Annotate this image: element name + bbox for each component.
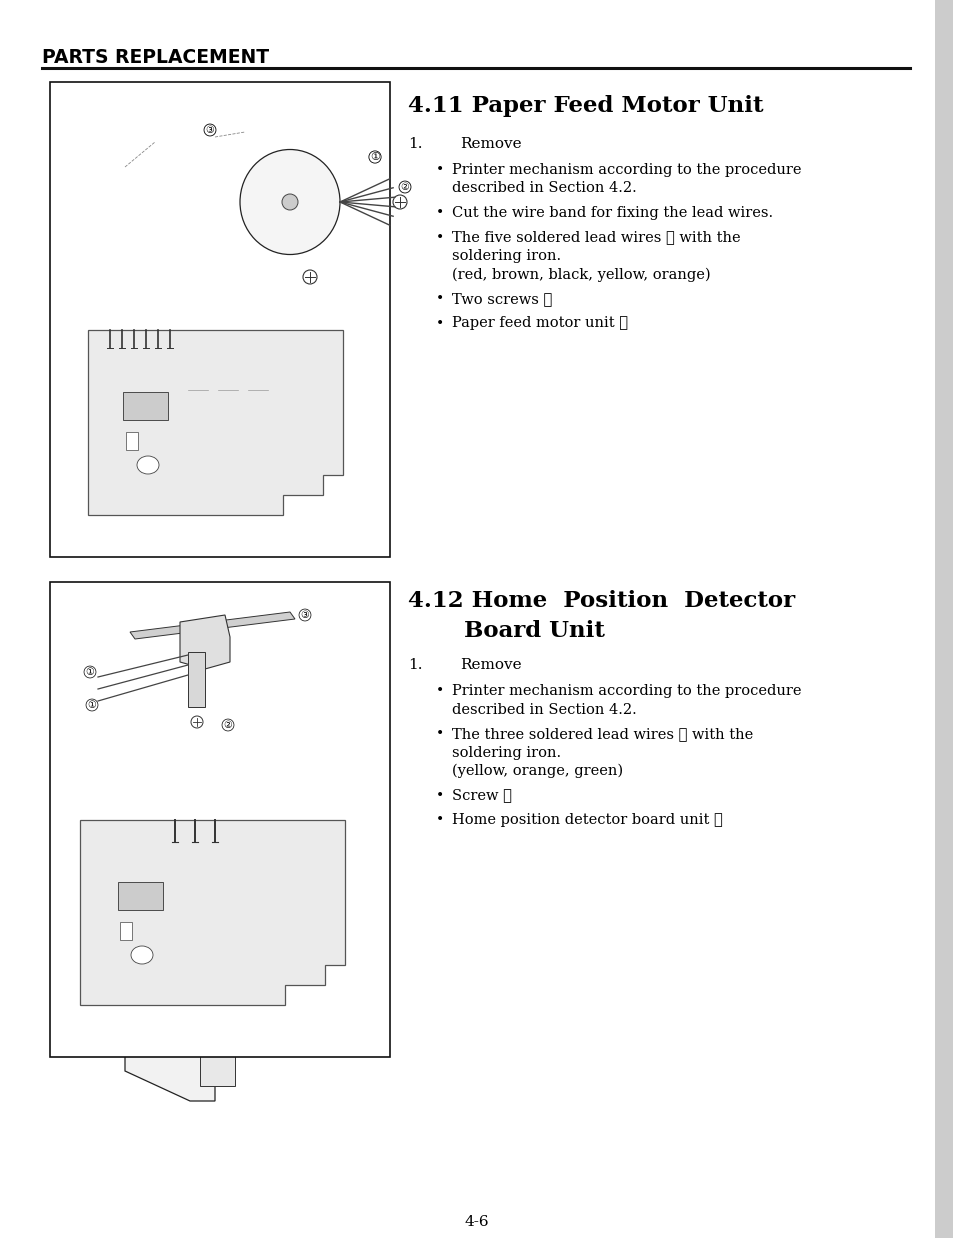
Circle shape [282,194,297,210]
Circle shape [191,716,203,728]
Text: 1.: 1. [408,659,422,672]
Text: (red, brown, black, yellow, orange): (red, brown, black, yellow, orange) [452,267,710,282]
Polygon shape [180,615,230,669]
Text: •: • [436,292,444,306]
Polygon shape [200,1036,234,1086]
Text: soldering iron.: soldering iron. [452,745,560,759]
Text: ②: ② [223,721,233,730]
Text: ①: ① [88,699,96,711]
Text: Cut the wire band for fixing the lead wires.: Cut the wire band for fixing the lead wi… [452,206,772,220]
Text: •: • [436,317,444,331]
Bar [123,392,168,420]
Text: ③: ③ [300,610,309,620]
Text: ①: ① [86,667,94,677]
Text: •: • [436,163,444,177]
Text: Printer mechanism according to the procedure: Printer mechanism according to the proce… [452,163,801,177]
Text: PARTS REPLACEMENT: PARTS REPLACEMENT [42,48,269,67]
Text: described in Section 4.2.: described in Section 4.2. [452,702,636,717]
Text: ③: ③ [206,125,214,135]
Bar [120,922,132,940]
Text: 4-6: 4-6 [464,1214,489,1229]
Text: ①: ① [370,152,379,162]
Text: •: • [436,685,444,698]
Text: •: • [436,230,444,244]
Text: Board Unit: Board Unit [408,620,604,643]
Ellipse shape [137,456,159,474]
Polygon shape [88,331,343,515]
Polygon shape [80,820,345,1005]
Text: Printer mechanism according to the procedure: Printer mechanism according to the proce… [452,685,801,698]
Bar [118,881,163,910]
Polygon shape [125,985,214,1101]
Polygon shape [130,612,294,639]
Bar [126,432,138,449]
Bar [50,82,390,557]
Text: ②: ② [400,182,409,192]
Text: The three soldered lead wires ① with the: The three soldered lead wires ① with the [452,727,753,742]
Text: Remove: Remove [459,137,521,151]
Text: Remove: Remove [459,659,521,672]
Text: •: • [436,813,444,827]
Text: 4.11 Paper Feed Motor Unit: 4.11 Paper Feed Motor Unit [408,95,762,118]
Text: Home position detector board unit ③: Home position detector board unit ③ [452,813,722,827]
Text: The five soldered lead wires ① with the: The five soldered lead wires ① with the [452,230,740,244]
Text: 1.: 1. [408,137,422,151]
Text: •: • [436,206,444,220]
Circle shape [393,196,407,209]
Bar [50,582,390,1057]
Text: Two screws ②: Two screws ② [452,292,552,306]
Text: 4.12 Home  Position  Detector: 4.12 Home Position Detector [408,591,794,612]
Text: soldering iron.: soldering iron. [452,249,560,262]
Text: •: • [436,789,444,802]
Text: •: • [436,727,444,742]
Bar [934,0,953,1238]
Text: (yellow, orange, green): (yellow, orange, green) [452,764,622,779]
Ellipse shape [240,150,339,255]
Text: Screw ②: Screw ② [452,789,512,802]
Text: described in Section 4.2.: described in Section 4.2. [452,182,636,196]
Circle shape [303,270,316,284]
Polygon shape [188,652,205,707]
Text: Paper feed motor unit ③: Paper feed motor unit ③ [452,317,627,331]
Ellipse shape [131,946,152,964]
